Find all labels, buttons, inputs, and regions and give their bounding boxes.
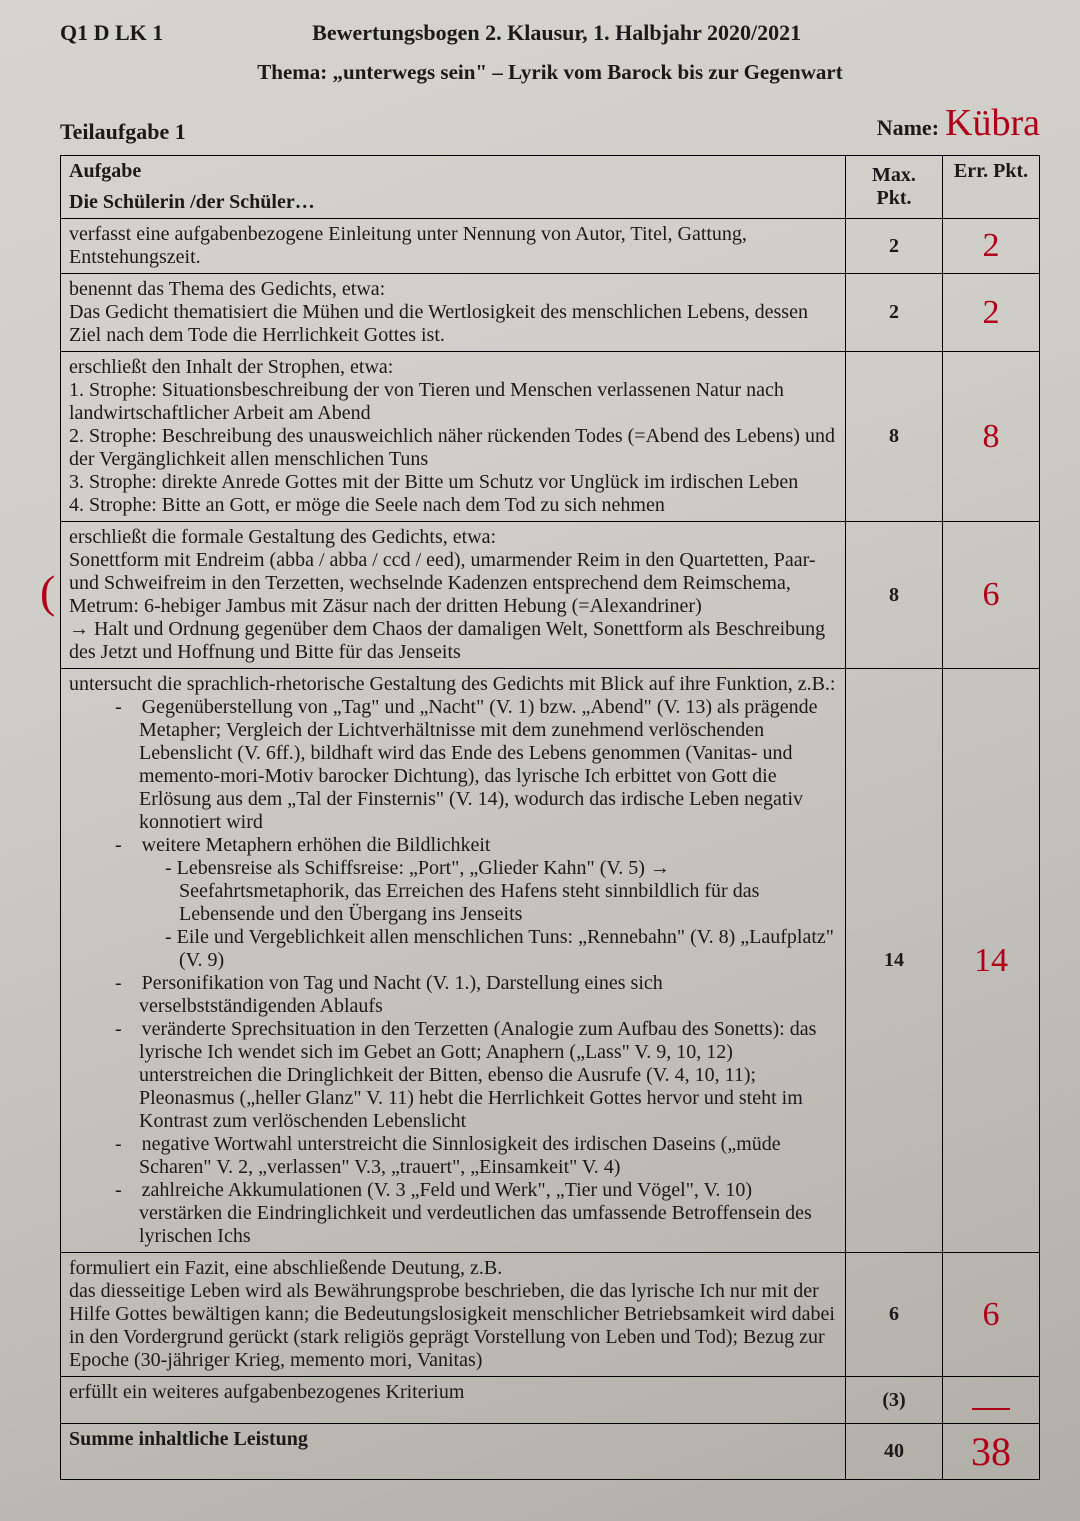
- name-label: Name:: [877, 115, 939, 141]
- bullet-item: - weitere Metaphern erhöhen die Bildlich…: [69, 834, 837, 857]
- bullet-subitem: - Eile und Vergeblichkeit allen menschli…: [69, 926, 837, 972]
- max-points: 8: [846, 352, 943, 522]
- doc-title: Bewertungsbogen 2. Klausur, 1. Halbjahr …: [163, 20, 950, 46]
- max-points: 14: [846, 669, 943, 1253]
- course-code: Q1 D LK 1: [60, 20, 163, 46]
- table-row: formuliert ein Fazit, eine abschließende…: [61, 1253, 1040, 1377]
- bullet-subitem: - Lebensreise als Schiffsreise: „Port", …: [69, 857, 837, 926]
- grading-sheet-page: ( Q1 D LK 1 Bewertungsbogen 2. Klausur, …: [0, 0, 1080, 1521]
- table-row: erfüllt ein weiteres aufgabenbezogenes K…: [61, 1377, 1040, 1424]
- col-max-head: Max. Pkt.: [846, 156, 943, 219]
- table-row: erschließt den Inhalt der Strophen, etwa…: [61, 352, 1040, 522]
- sum-row: Summe inhaltliche Leistung 40 38: [61, 1424, 1040, 1480]
- col-err-head: Err. Pkt.: [943, 156, 1040, 219]
- earned-points: 2: [943, 274, 1040, 352]
- criterion-text: erschließt den Inhalt der Strophen, etwa…: [61, 352, 846, 522]
- earned-points: [943, 1377, 1040, 1424]
- criterion-text: untersucht die sprachlich-rhetorische Ge…: [61, 669, 846, 1253]
- dash-icon: [972, 1408, 1010, 1410]
- table-row: verfasst eine aufgabenbezogene Einleitun…: [61, 219, 1040, 274]
- max-points: 2: [846, 219, 943, 274]
- student-name: Kübra: [945, 101, 1040, 145]
- section-name-row: Teilaufgabe 1 Name: Kübra: [60, 101, 1040, 145]
- sum-label: Summe inhaltliche Leistung: [61, 1424, 846, 1480]
- bullet-item: - negative Wortwahl unterstreicht die Si…: [69, 1133, 837, 1179]
- col-subhead: Die Schülerin /der Schüler…: [61, 187, 846, 219]
- earned-points: 6: [943, 522, 1040, 669]
- header-line: Q1 D LK 1 Bewertungsbogen 2. Klausur, 1.…: [60, 20, 1040, 46]
- bullet-item: - veränderte Sprechsituation in den Terz…: [69, 1018, 837, 1133]
- criterion-text: formuliert ein Fazit, eine abschließende…: [61, 1253, 846, 1377]
- bullet-item: - Gegenüberstellung von „Tag" und „Nacht…: [69, 696, 837, 834]
- max-points: 8: [846, 522, 943, 669]
- criterion-text: benennt das Thema des Gedichts, etwa: Da…: [61, 274, 846, 352]
- bullet-item: - zahlreiche Akkumulationen (V. 3 „Feld …: [69, 1179, 837, 1248]
- table-row: untersucht die sprachlich-rhetorische Ge…: [61, 669, 1040, 1253]
- criterion-text: erfüllt ein weiteres aufgabenbezogenes K…: [61, 1377, 846, 1424]
- table-row: benennt das Thema des Gedichts, etwa: Da…: [61, 274, 1040, 352]
- earned-points: 2: [943, 219, 1040, 274]
- sum-max: 40: [846, 1424, 943, 1480]
- bullet-item: - Personifikation von Tag und Nacht (V. …: [69, 972, 837, 1018]
- max-points: (3): [846, 1377, 943, 1424]
- earned-points: 8: [943, 352, 1040, 522]
- max-points: 2: [846, 274, 943, 352]
- max-points: 6: [846, 1253, 943, 1377]
- margin-mark: (: [40, 565, 55, 618]
- name-block: Name: Kübra: [877, 101, 1040, 145]
- grading-table: Aufgabe Max. Pkt. Err. Pkt. Die Schüleri…: [60, 155, 1040, 1480]
- sum-earned: 38: [943, 1424, 1040, 1480]
- table-row: erschließt die formale Gestaltung des Ge…: [61, 522, 1040, 669]
- criterion-text: erschließt die formale Gestaltung des Ge…: [61, 522, 846, 669]
- col-aufgabe-head: Aufgabe: [61, 156, 846, 188]
- earned-points: 14: [943, 669, 1040, 1253]
- thema-line: Thema: „unterwegs sein" – Lyrik vom Baro…: [60, 60, 1040, 85]
- section-label: Teilaufgabe 1: [60, 119, 186, 145]
- criterion-intro: untersucht die sprachlich-rhetorische Ge…: [69, 673, 837, 696]
- earned-points: 6: [943, 1253, 1040, 1377]
- criterion-text: verfasst eine aufgabenbezogene Einleitun…: [61, 219, 846, 274]
- table-head-row-1: Aufgabe Max. Pkt. Err. Pkt.: [61, 156, 1040, 188]
